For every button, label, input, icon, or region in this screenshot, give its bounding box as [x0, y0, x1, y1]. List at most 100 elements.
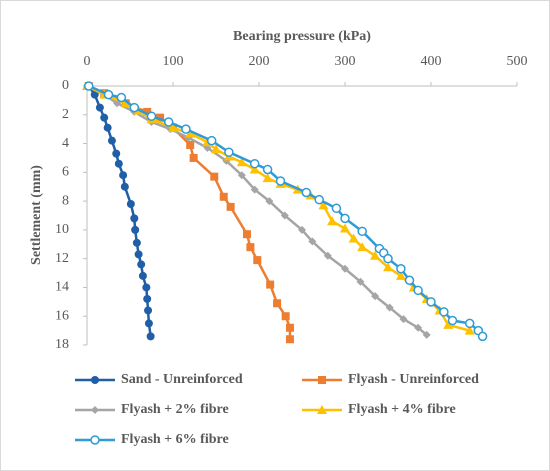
- y-tick-label: 10: [55, 222, 69, 237]
- marker: [422, 330, 431, 339]
- legend-label: Flyash + 4% fibre: [348, 402, 456, 417]
- marker: [103, 123, 112, 132]
- legend-marker: [91, 376, 99, 384]
- marker: [181, 124, 191, 134]
- marker: [144, 306, 153, 315]
- marker: [262, 173, 273, 183]
- marker: [156, 113, 165, 122]
- marker: [285, 335, 294, 344]
- x-tick-label: 300: [335, 54, 356, 69]
- x-tick-label: 100: [163, 54, 184, 69]
- marker: [396, 263, 406, 274]
- marker: [281, 312, 290, 321]
- marker: [143, 107, 152, 116]
- marker: [219, 192, 228, 201]
- marker: [385, 303, 394, 312]
- marker: [265, 197, 274, 206]
- marker: [132, 238, 141, 247]
- x-tick-label: 500: [507, 54, 528, 69]
- marker: [340, 223, 350, 233]
- marker: [443, 319, 454, 329]
- marker: [323, 251, 332, 260]
- marker: [266, 280, 275, 289]
- marker: [237, 171, 246, 180]
- marker: [249, 158, 260, 169]
- y-axis-title: Settlement (mm): [29, 165, 44, 265]
- marker: [447, 315, 458, 326]
- marker: [404, 275, 415, 285]
- marker: [273, 299, 282, 308]
- marker: [298, 225, 306, 234]
- marker: [129, 102, 140, 113]
- marker: [356, 277, 365, 286]
- legend-marker: [91, 406, 99, 414]
- marker: [399, 315, 408, 324]
- marker: [464, 325, 475, 335]
- marker: [253, 256, 262, 265]
- y-tick-label: 18: [55, 337, 69, 352]
- y-tick-label: 8: [62, 193, 69, 208]
- marker: [210, 172, 219, 181]
- marker: [250, 185, 259, 194]
- y-tick-label: 14: [55, 280, 69, 295]
- marker: [413, 285, 423, 296]
- series-line: [87, 85, 152, 337]
- marker: [142, 283, 151, 292]
- marker: [308, 237, 317, 246]
- marker: [144, 319, 153, 328]
- marker: [100, 113, 109, 122]
- marker: [285, 323, 294, 332]
- marker: [395, 270, 406, 280]
- marker: [280, 211, 289, 220]
- marker: [137, 260, 146, 269]
- marker: [341, 264, 349, 273]
- marker: [439, 307, 449, 317]
- x-axis-title: Bearing pressure (kPa): [233, 29, 371, 44]
- marker: [357, 226, 367, 237]
- marker: [120, 182, 129, 191]
- marker: [357, 242, 368, 252]
- marker: [226, 202, 235, 211]
- marker: [189, 153, 198, 162]
- marker: [134, 250, 143, 259]
- marker: [168, 122, 178, 132]
- marker: [340, 213, 350, 224]
- marker: [331, 203, 342, 214]
- marker: [371, 292, 380, 301]
- legend-label: Sand - Unreinforced: [121, 372, 243, 387]
- marker: [126, 199, 135, 208]
- marker: [107, 136, 116, 145]
- marker: [262, 164, 273, 175]
- marker: [383, 253, 393, 264]
- marker: [146, 111, 157, 121]
- marker: [90, 90, 99, 99]
- y-tick-label: 16: [55, 308, 69, 323]
- marker: [383, 262, 393, 272]
- marker: [120, 98, 131, 108]
- marker: [327, 216, 338, 226]
- marker: [275, 176, 286, 186]
- y-tick-label: 6: [62, 165, 69, 180]
- legend-label: Flyash + 2% fibre: [121, 402, 229, 417]
- marker: [114, 159, 123, 168]
- marker: [242, 230, 251, 239]
- marker: [301, 187, 312, 198]
- x-tick-label: 0: [84, 54, 91, 69]
- y-tick-label: 12: [55, 251, 69, 266]
- y-tick-label: 4: [62, 136, 69, 151]
- marker: [131, 225, 140, 234]
- marker: [477, 331, 488, 342]
- marker: [119, 171, 128, 180]
- marker: [112, 149, 121, 158]
- marker: [348, 233, 359, 243]
- marker: [116, 92, 127, 103]
- marker: [318, 200, 329, 210]
- marker: [103, 89, 114, 100]
- y-tick-label: 2: [62, 107, 69, 122]
- x-tick-label: 400: [421, 54, 442, 69]
- marker: [464, 318, 475, 329]
- y-tick-label: 0: [62, 78, 69, 93]
- marker: [246, 243, 255, 252]
- marker: [130, 214, 139, 223]
